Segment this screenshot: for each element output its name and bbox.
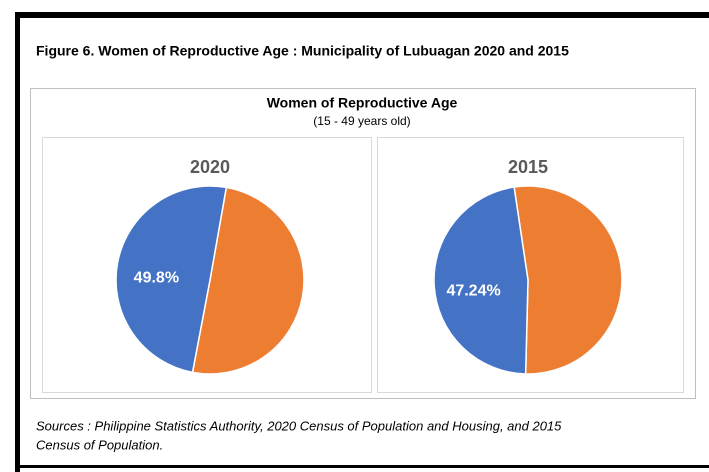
frame-top [15, 12, 709, 18]
pie-slice [433, 186, 529, 375]
frame-bottom [15, 465, 709, 468]
frame-left [15, 12, 20, 472]
pie-title: 2020 [190, 157, 230, 177]
sources-line: Census of Population. [36, 437, 163, 452]
data-label: 47.24% [446, 283, 500, 300]
pie-slice [513, 185, 623, 375]
panel [42, 137, 372, 393]
data-label: 49.8% [134, 269, 179, 286]
chart-subtitle: (15 - 49 years old) [313, 114, 410, 128]
figure-caption: Figure 6. Women of Reproductive Age : Mu… [36, 43, 569, 59]
panel [377, 137, 684, 393]
pie-title: 2015 [508, 157, 548, 177]
chart-title: Women of Reproductive Age [267, 95, 458, 111]
sources-line: Sources : Philippine Statistics Authorit… [36, 418, 562, 433]
pie-slice [191, 186, 305, 375]
pie-slice [115, 185, 228, 374]
chart-frame [30, 88, 696, 399]
